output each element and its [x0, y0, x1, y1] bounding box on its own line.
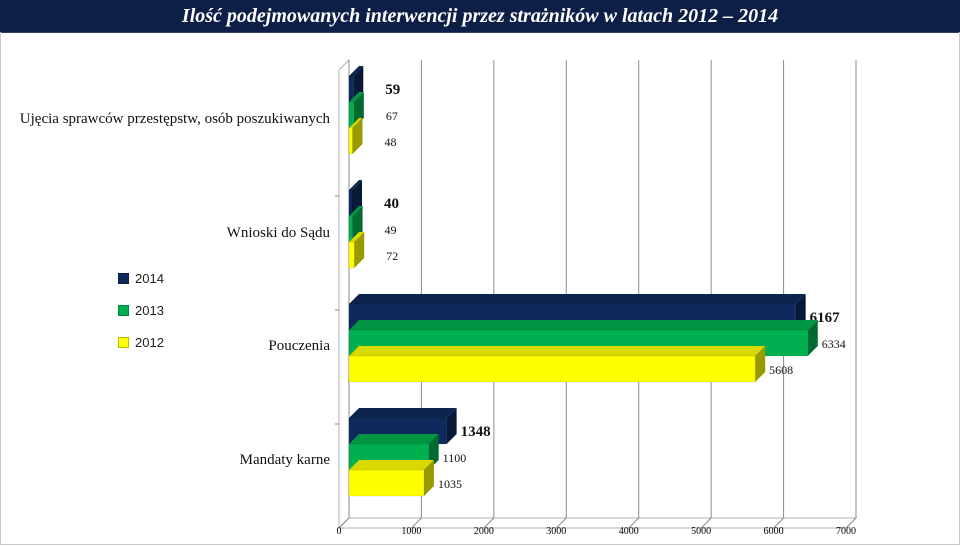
gridline-floor: [845, 517, 857, 529]
legend-swatch-2014: [118, 272, 129, 284]
bar-value-label: 1100: [443, 451, 467, 465]
gridline-floor: [338, 517, 350, 529]
legend-item-2012: 2012: [118, 326, 164, 358]
bar-value-label: 5608: [769, 363, 793, 377]
legend-item-2014: 2014: [118, 262, 164, 294]
bar-side: [354, 232, 365, 268]
bar: [348, 355, 756, 383]
bar-top: [349, 66, 364, 76]
category-label: Pouczenia: [268, 338, 330, 354]
bar-value-label: 1348: [461, 424, 491, 440]
x-tick-label: 2000: [474, 526, 494, 537]
bar-side: [807, 320, 818, 356]
bar: [348, 189, 353, 217]
gridline-floor: [555, 517, 567, 529]
x-tick-label: 5000: [691, 526, 711, 537]
chart-side-wall: [338, 58, 350, 530]
legend-item-2013: 2013: [118, 294, 164, 326]
category-label: Mandaty karne: [240, 452, 331, 468]
bar-value-label: 49: [385, 223, 397, 237]
x-tick-label: 3000: [546, 526, 566, 537]
gridline-floor: [628, 517, 640, 529]
category-label: Wnioski do Sądu: [227, 225, 331, 241]
bar: [348, 127, 353, 155]
bar-top: [349, 294, 806, 304]
bar-value-label: 67: [386, 109, 398, 123]
bar-top: [349, 118, 363, 128]
bar: [348, 241, 355, 269]
bar-value-label: 40: [384, 196, 399, 212]
bar-top: [349, 346, 766, 356]
bar-top: [349, 206, 363, 216]
chart-title-bar: Ilość podejmowanych interwencji przez st…: [0, 0, 960, 32]
bar-top: [349, 232, 365, 242]
x-tick-label: 4000: [619, 526, 639, 537]
legend: 2014 2013 2012: [118, 262, 164, 358]
bar-value-label: 72: [386, 249, 398, 263]
bar: [348, 75, 354, 103]
x-tick-label: 7000: [836, 526, 856, 537]
legend-swatch-2013: [118, 304, 129, 316]
x-tick-label: 1000: [401, 526, 421, 537]
bar-top: [349, 180, 362, 190]
bar-side: [446, 408, 457, 444]
bar-value-label: 1035: [438, 477, 462, 491]
legend-label-2013: 2013: [135, 302, 164, 318]
gridline-floor: [411, 517, 422, 529]
bar-top: [349, 320, 818, 330]
bar-top: [349, 434, 439, 444]
bar-side: [755, 346, 766, 382]
legend-label-2012: 2012: [135, 334, 164, 350]
bar-top: [349, 92, 364, 102]
bar: [348, 469, 425, 497]
gridline-floor: [700, 517, 712, 529]
legend-swatch-2012: [118, 336, 129, 348]
category-label: Ujęcia sprawców przestępstw, osób poszuk…: [20, 111, 331, 127]
bar-side: [352, 118, 363, 154]
gridline-floor: [483, 517, 495, 529]
bar-value-label: 6334: [822, 337, 846, 351]
bar-side: [423, 460, 434, 496]
x-tick-label: 6000: [764, 526, 784, 537]
gridline-floor: [773, 517, 784, 529]
bar-value-label: 59: [385, 82, 400, 98]
bar-top: [349, 408, 457, 418]
x-tick-label: 0: [337, 526, 342, 537]
bar-top: [349, 460, 434, 470]
bar: [348, 215, 353, 243]
legend-label-2014: 2014: [135, 270, 164, 286]
bar-value-label: 48: [384, 135, 396, 149]
chart-title: Ilość podejmowanych interwencji przez st…: [181, 4, 779, 27]
